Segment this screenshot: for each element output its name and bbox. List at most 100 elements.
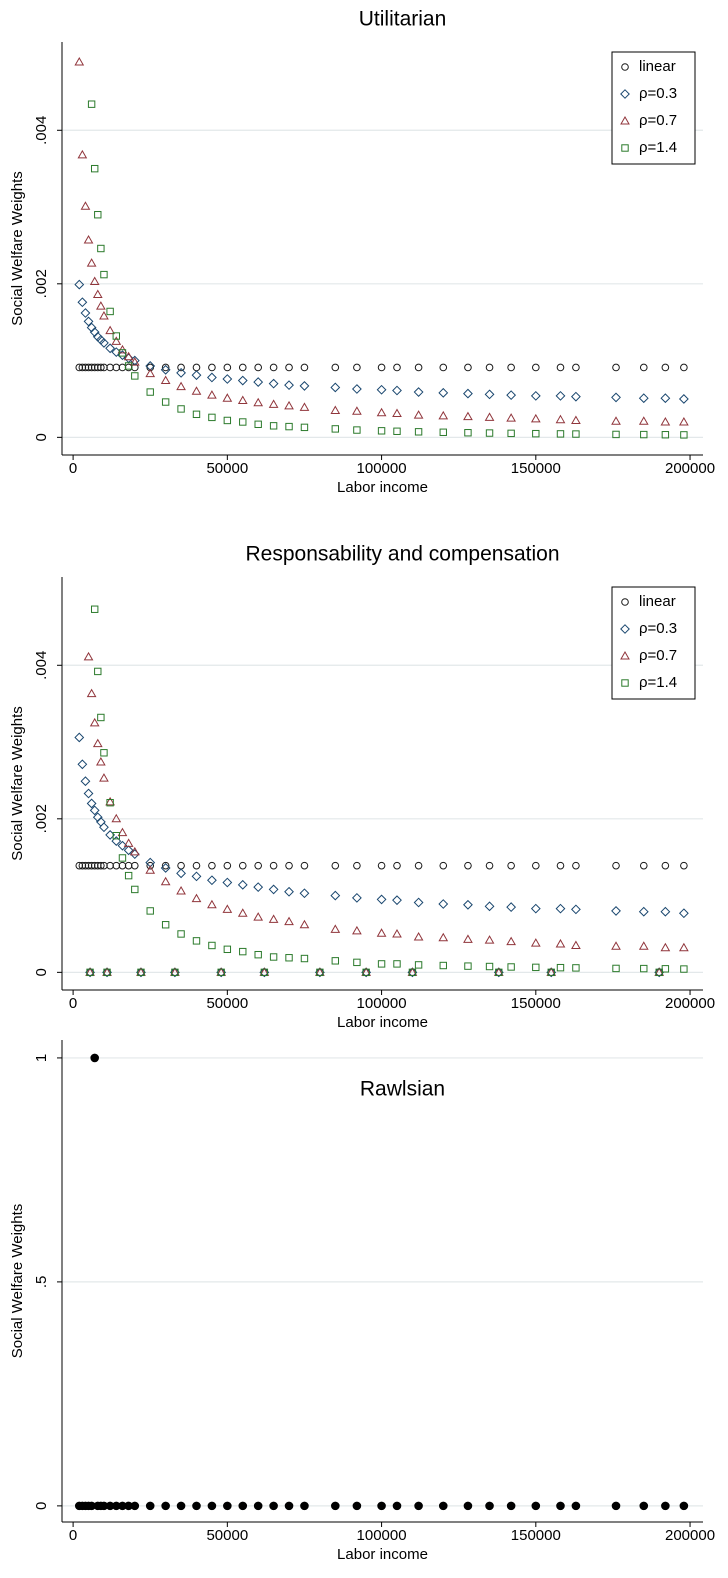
point — [161, 921, 170, 929]
point — [413, 897, 424, 908]
point — [253, 912, 264, 921]
legend-label: ρ=1.4 — [639, 139, 677, 156]
point — [463, 388, 473, 399]
point — [571, 940, 581, 949]
point — [192, 861, 201, 870]
point — [413, 387, 424, 397]
point — [680, 861, 688, 870]
point — [439, 428, 447, 436]
point — [571, 1501, 581, 1511]
point — [330, 924, 341, 933]
point — [299, 919, 310, 929]
point — [392, 408, 402, 418]
point — [97, 861, 105, 870]
point — [269, 422, 278, 430]
point — [269, 1501, 278, 1511]
y-axis-title: Social Welfare Weights — [9, 171, 26, 326]
point — [191, 871, 202, 882]
point — [97, 363, 105, 372]
point — [484, 935, 495, 944]
point — [237, 908, 248, 917]
x-tick-label: 200000 — [665, 995, 715, 1012]
point — [285, 861, 293, 870]
legend-marker — [620, 650, 630, 660]
point — [438, 932, 449, 942]
point — [192, 363, 201, 372]
legend-marker — [620, 115, 630, 125]
point — [661, 431, 670, 439]
point — [571, 391, 581, 402]
point — [238, 363, 247, 372]
point — [86, 968, 94, 977]
point — [507, 963, 515, 971]
point — [555, 390, 566, 401]
point — [131, 372, 139, 380]
point — [269, 363, 278, 372]
point — [612, 430, 620, 439]
point — [106, 307, 114, 316]
point — [161, 363, 170, 372]
point — [612, 363, 620, 372]
point — [238, 861, 247, 870]
point — [146, 907, 154, 915]
point — [86, 688, 97, 698]
point — [97, 244, 105, 253]
point — [351, 384, 362, 394]
point — [94, 667, 102, 676]
point — [464, 861, 472, 870]
point — [160, 876, 171, 886]
point — [112, 832, 120, 840]
point — [86, 798, 97, 809]
x-tick-label: 50000 — [206, 1527, 248, 1544]
point — [207, 372, 217, 383]
point — [86, 322, 97, 333]
point — [83, 235, 94, 244]
point — [300, 861, 309, 870]
y-tick-label: 0 — [33, 433, 50, 441]
point — [352, 925, 362, 935]
point — [94, 211, 102, 219]
x-tick-label: 0 — [69, 995, 77, 1012]
point — [679, 416, 689, 426]
legend-label: linear — [639, 593, 676, 610]
chart-title: Responsability and compensation — [245, 543, 559, 566]
point — [80, 308, 91, 318]
point — [661, 965, 670, 973]
point — [351, 892, 362, 903]
point — [260, 968, 269, 977]
point — [331, 425, 340, 433]
point — [414, 1501, 423, 1511]
point — [177, 930, 185, 938]
point — [161, 861, 170, 870]
y-tick-label: .002 — [33, 804, 50, 833]
point — [495, 968, 503, 977]
point — [661, 363, 670, 372]
y-tick-label: .002 — [33, 269, 50, 298]
legend-label: ρ=0.7 — [639, 647, 677, 664]
point — [106, 861, 114, 870]
point — [285, 954, 293, 962]
point — [208, 861, 216, 870]
point — [99, 338, 109, 348]
point — [530, 413, 541, 423]
point — [330, 890, 341, 901]
point — [123, 838, 134, 847]
point — [118, 363, 127, 372]
point — [83, 316, 94, 327]
point — [92, 289, 103, 299]
point — [77, 149, 88, 159]
point — [660, 906, 671, 917]
x-tick-label: 0 — [69, 1527, 77, 1544]
point — [222, 877, 233, 888]
point — [89, 276, 100, 286]
point — [572, 363, 580, 372]
point — [439, 961, 447, 970]
point — [124, 362, 133, 370]
point — [376, 894, 387, 905]
point — [112, 861, 121, 870]
point — [90, 164, 99, 173]
point — [207, 899, 217, 909]
point — [678, 394, 689, 404]
point — [438, 1501, 448, 1511]
point — [507, 363, 515, 372]
